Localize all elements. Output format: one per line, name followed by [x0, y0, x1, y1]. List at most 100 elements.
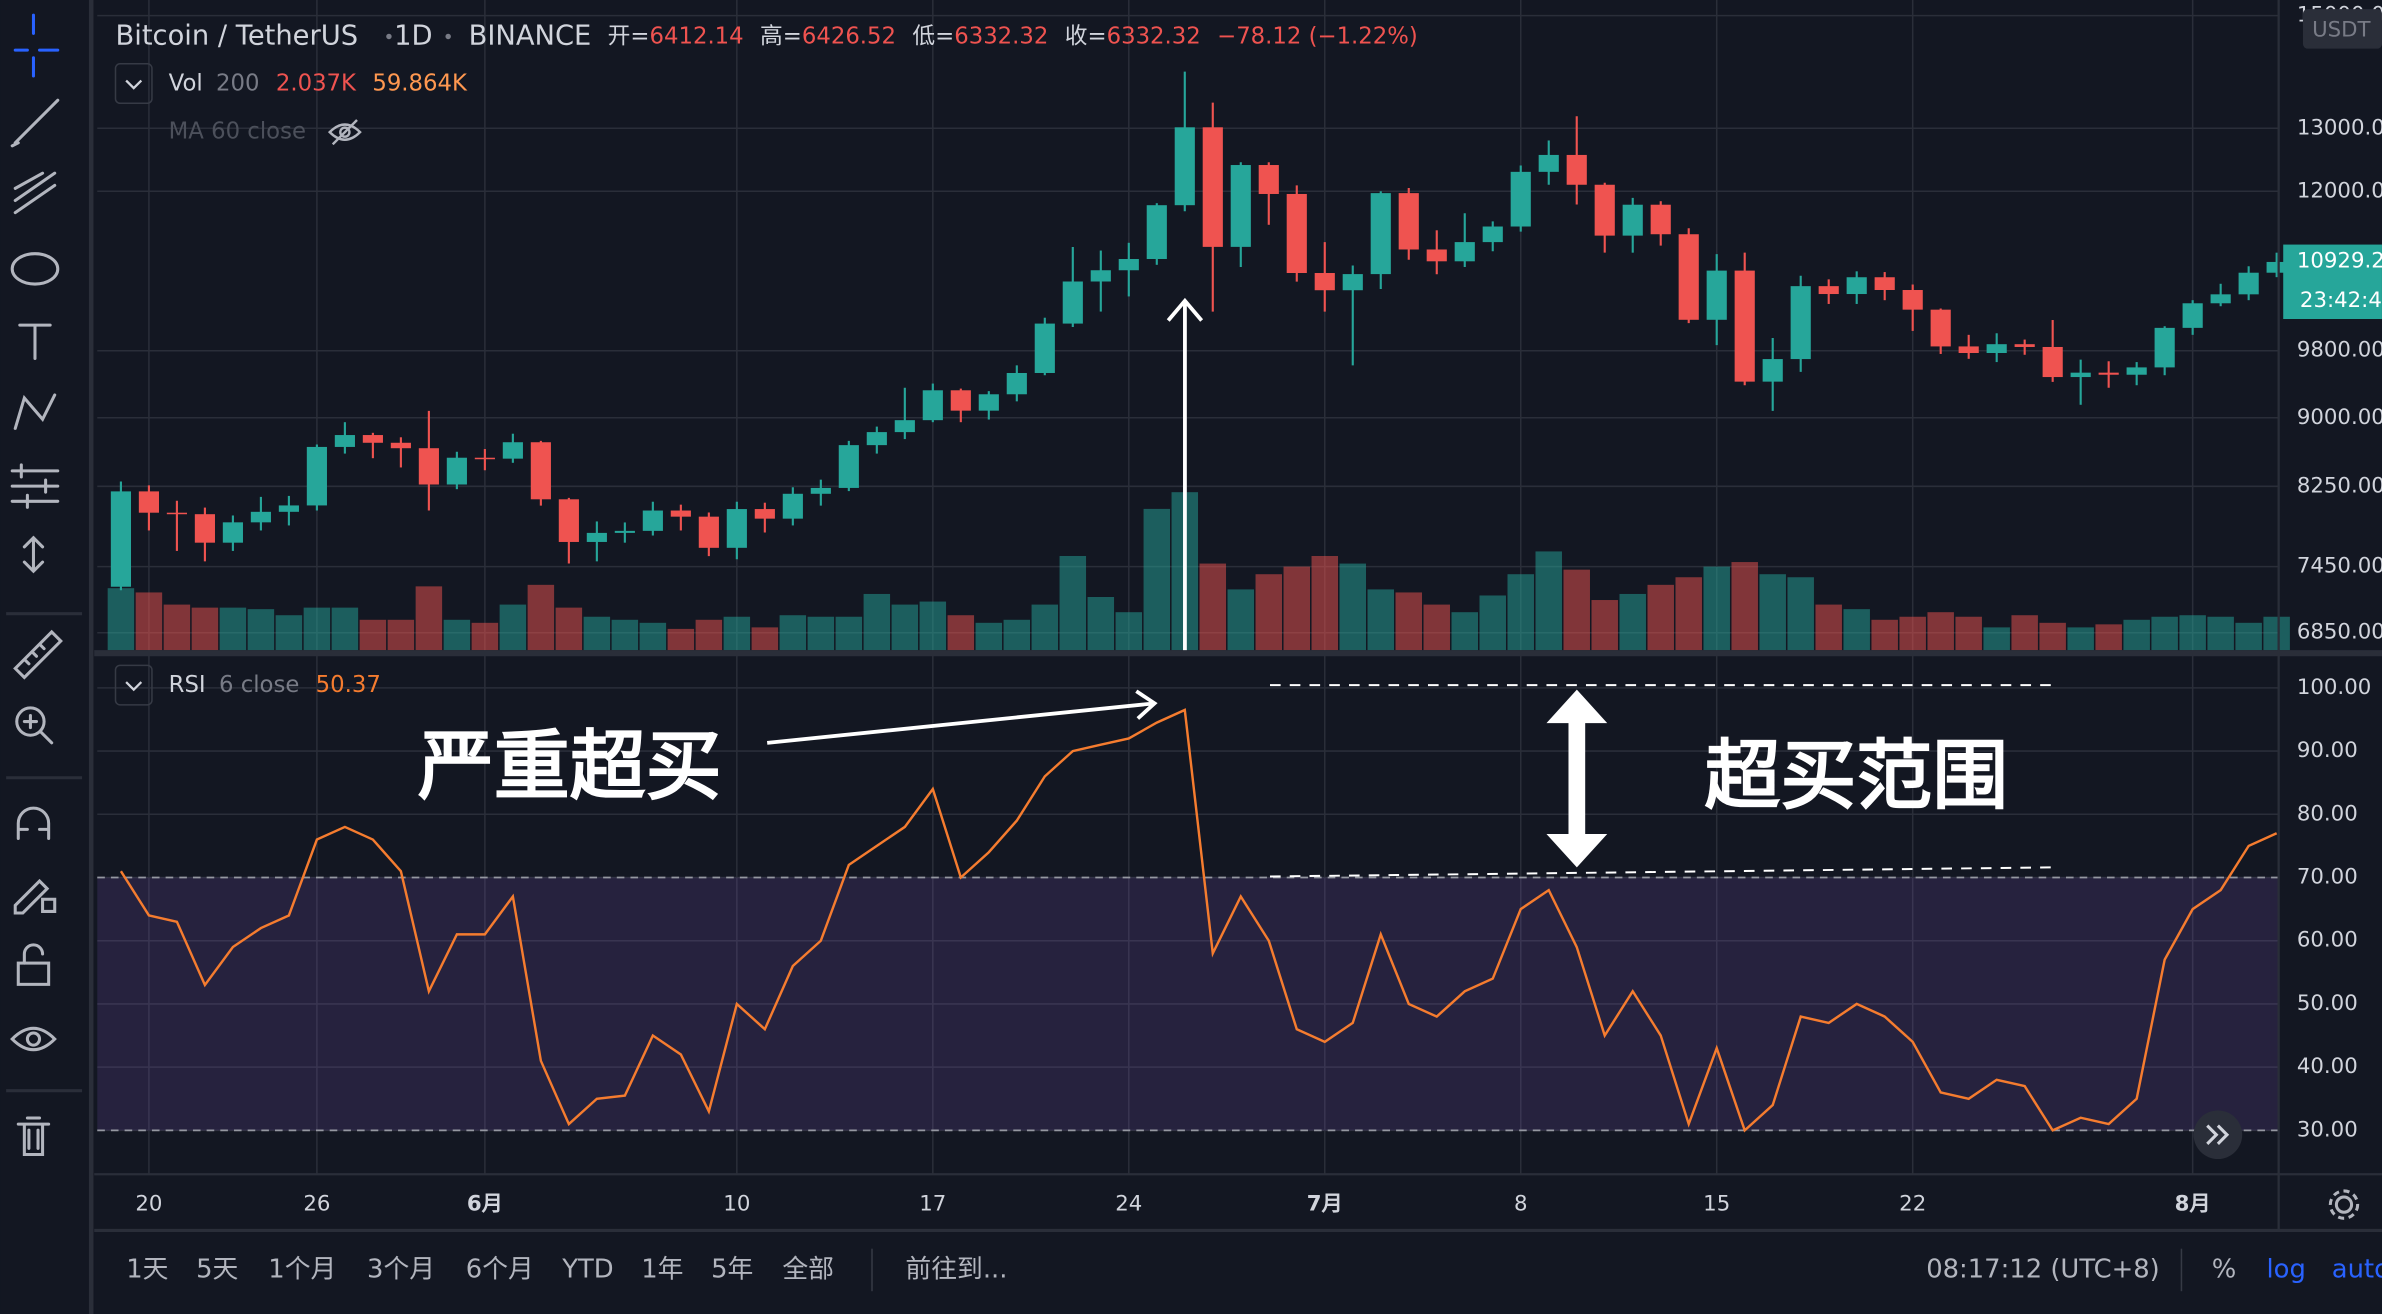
volume-bar [1479, 595, 1506, 651]
volume-bar [275, 615, 303, 651]
currency-badge[interactable] [2302, 9, 2382, 49]
volume-bar [835, 616, 863, 651]
candle-body [754, 509, 775, 519]
volume-bar [1983, 627, 2010, 651]
candle-body [1734, 270, 1755, 382]
candle-body [194, 514, 215, 543]
range-button[interactable]: 6个月 [466, 1254, 534, 1284]
candle-body [1426, 249, 1447, 262]
volume-bar [499, 604, 527, 651]
log-toggle[interactable]: log [2267, 1254, 2306, 1284]
rsi-line [119, 708, 2278, 1133]
rsi-params: 6 close [219, 672, 299, 698]
candle-body [614, 530, 635, 533]
y-tick-label: 9800.00 [2297, 338, 2382, 363]
range-button[interactable]: 1天 [126, 1254, 168, 1284]
pattern-icon[interactable] [13, 393, 57, 430]
unlock-icon[interactable] [16, 943, 51, 986]
candle-body [838, 445, 859, 488]
candle-body [2210, 294, 2231, 304]
range-button[interactable]: 1个月 [268, 1254, 336, 1284]
volume-bar [191, 607, 219, 651]
prediction-icon[interactable] [10, 463, 60, 509]
volume-bar [639, 622, 667, 651]
open-value: 6412.14 [650, 23, 744, 49]
volume-bar [2011, 615, 2038, 651]
zoom-icon[interactable] [15, 706, 54, 745]
volume-bar [1647, 584, 1674, 651]
candle-body [474, 457, 495, 460]
candle-body [1062, 281, 1083, 324]
volume-bar [415, 586, 443, 651]
y-tick-label: 8250.00 [2297, 473, 2382, 498]
collapse-button[interactable] [114, 63, 153, 105]
y-tick-label: 13000.00 [2297, 115, 2382, 140]
candle-body [110, 491, 131, 587]
candle-body [1342, 274, 1363, 291]
candle-body [278, 505, 299, 512]
collapse-button[interactable] [114, 664, 153, 706]
candle-body [1566, 154, 1587, 185]
volume-bar [2263, 616, 2290, 651]
candle-body [530, 442, 551, 500]
volume-bar [1871, 619, 1898, 651]
x-tick-label: 10 [723, 1192, 750, 1217]
last-price: 10929.2 [2297, 248, 2382, 273]
scroll-icon [2206, 1124, 2230, 1145]
range-button[interactable]: 1年 [641, 1254, 683, 1284]
percent-toggle[interactable]: % [2212, 1254, 2237, 1284]
candle-body [978, 394, 999, 411]
measure-icon[interactable] [22, 535, 45, 574]
range-button[interactable]: YTD [561, 1254, 613, 1284]
volume-bar [359, 619, 387, 651]
volume-bar [387, 619, 415, 651]
exchange: BINANCE [469, 20, 592, 51]
range-button[interactable]: 3个月 [367, 1254, 435, 1284]
symbol: Bitcoin / TetherUS [115, 20, 358, 51]
crosshair-icon[interactable] [13, 13, 60, 78]
auto-toggle[interactable]: auto [2332, 1254, 2382, 1284]
volume-bar [2123, 619, 2150, 651]
settings-icon[interactable] [2328, 1189, 2360, 1220]
candle-body [418, 448, 439, 485]
goto-button[interactable]: 前往到... [905, 1254, 1007, 1284]
hidden-icon[interactable] [327, 119, 362, 146]
shape-icon[interactable] [10, 252, 60, 286]
range-button[interactable]: 全部 [782, 1254, 834, 1284]
volume-bar [2151, 616, 2178, 651]
range-button[interactable]: 5天 [196, 1254, 238, 1284]
candle-body [1454, 242, 1475, 262]
candle-body [698, 516, 719, 548]
volume-bar [1731, 562, 1758, 651]
trash-icon[interactable] [16, 1116, 51, 1157]
volume-bar [1199, 563, 1227, 651]
candle-body [1874, 277, 1895, 291]
range-button[interactable]: 5年 [711, 1254, 753, 1284]
pitchfork-icon[interactable] [13, 171, 57, 215]
x-tick-label: 22 [1899, 1192, 1926, 1217]
volume-bar [163, 604, 191, 651]
magnet-icon[interactable] [16, 806, 51, 841]
candle-body [1118, 259, 1139, 271]
candle-body [1482, 226, 1503, 243]
candle-body [1650, 204, 1671, 235]
volume-value: 2.037K [276, 70, 357, 96]
volume-bar [135, 592, 163, 651]
ruler-icon[interactable] [13, 629, 63, 680]
low-label: 低= [912, 23, 954, 49]
trendline-icon[interactable] [10, 98, 60, 148]
candle-body [726, 509, 747, 548]
lock-draw-icon[interactable] [13, 878, 57, 915]
candle-body [1790, 286, 1811, 360]
volume-bar [863, 593, 891, 651]
text-icon[interactable] [18, 323, 52, 361]
candle-body [222, 522, 243, 543]
annotation-text: 超买范围 [1704, 732, 2008, 820]
volume-bar [2235, 622, 2262, 651]
candle-body [1202, 127, 1223, 247]
volume-bar [667, 628, 695, 651]
low-value: 6332.32 [954, 23, 1048, 49]
volume-bar [779, 615, 807, 651]
visibility-icon[interactable] [10, 1026, 57, 1052]
